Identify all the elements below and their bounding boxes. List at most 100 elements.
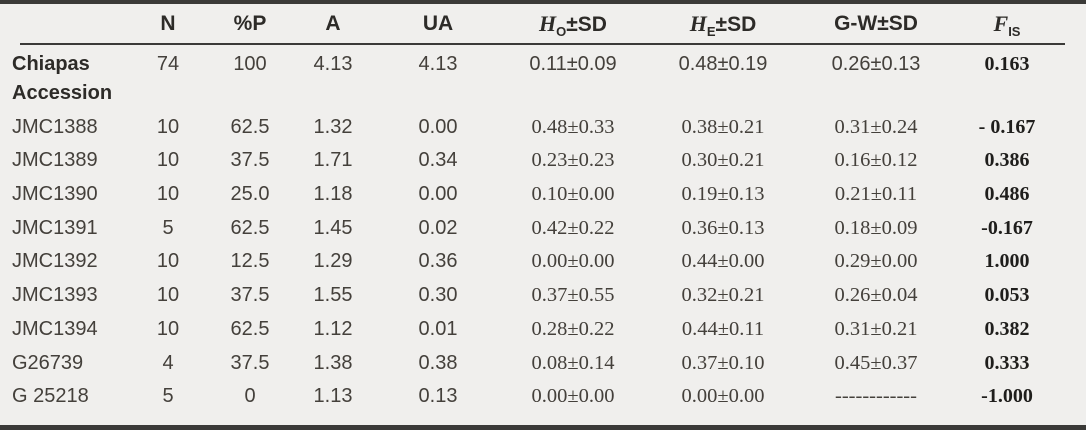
cell-ho: 0.37±0.55 bbox=[531, 284, 615, 307]
cell-fis: -0.167 bbox=[981, 216, 1033, 239]
header-suffix-he: ±SD bbox=[715, 12, 757, 36]
cell-n: 10 bbox=[156, 250, 180, 273]
cell-fis: - 0.167 bbox=[978, 115, 1036, 138]
row-label: Accession bbox=[12, 82, 113, 105]
population-genetics-table: N %P A UA HO±SD HE±SD G-W±SD FIS Chiapas… bbox=[0, 4, 1086, 414]
header-symbol-he: H bbox=[689, 10, 707, 36]
cell-he: 0.00±0.00 bbox=[681, 385, 765, 408]
cell-he bbox=[644, 77, 802, 111]
cell-gw: 0.21±0.11 bbox=[834, 183, 918, 206]
table-row: G26739 4 37.5 1.38 0.38 0.08±0.14 0.37±0… bbox=[0, 346, 1086, 380]
cell-ua: 0.36 bbox=[418, 250, 458, 273]
table-row: JMC1392 10 12.5 1.29 0.36 0.00±0.00 0.44… bbox=[0, 245, 1086, 279]
column-header-fis: FIS bbox=[950, 4, 1086, 43]
cell-ua: 4.13 bbox=[418, 52, 458, 75]
cell-n: 5 bbox=[162, 385, 174, 408]
row-label: G 25218 bbox=[12, 385, 89, 408]
cell-gw: 0.31±0.24 bbox=[834, 115, 918, 138]
header-subscript-fis: IS bbox=[1008, 23, 1021, 39]
cell-gw bbox=[802, 77, 950, 111]
column-header-pp: %P bbox=[233, 11, 267, 35]
cell-pp: 62.5 bbox=[230, 216, 270, 239]
cell-ho: 0.42±0.22 bbox=[531, 216, 615, 239]
cell-fis bbox=[950, 77, 1086, 111]
cell-he: 0.44±0.11 bbox=[681, 317, 765, 340]
cell-n: 10 bbox=[156, 115, 180, 138]
column-header-gw: G-W±SD bbox=[834, 11, 918, 35]
header-subscript-he: E bbox=[706, 23, 716, 39]
header-divider bbox=[20, 43, 1065, 45]
cell-gw: 0.31±0.21 bbox=[834, 317, 918, 340]
table-row: JMC1388 10 62.5 1.32 0.00 0.48±0.33 0.38… bbox=[0, 110, 1086, 144]
cell-ua bbox=[374, 77, 502, 111]
cell-a: 1.13 bbox=[313, 385, 353, 408]
column-header-a: A bbox=[325, 11, 341, 35]
row-label: G26739 bbox=[12, 351, 84, 374]
cell-fis: 0.053 bbox=[984, 284, 1030, 307]
table-row: JMC1394 10 62.5 1.12 0.01 0.28±0.22 0.44… bbox=[0, 313, 1086, 347]
cell-ho: 0.00±0.00 bbox=[531, 385, 615, 408]
header-suffix-ho: ±SD bbox=[566, 12, 607, 36]
cell-ho: 0.28±0.22 bbox=[531, 317, 615, 340]
cell-ua: 0.30 bbox=[418, 284, 458, 307]
cell-ua: 0.00 bbox=[418, 183, 458, 206]
cell-n: 10 bbox=[156, 284, 180, 307]
cell-fis: 0.163 bbox=[984, 52, 1030, 75]
table-row: JMC1390 10 25.0 1.18 0.00 0.10±0.00 0.19… bbox=[0, 178, 1086, 212]
row-label: JMC1390 bbox=[12, 183, 98, 206]
cell-n: 10 bbox=[156, 183, 180, 206]
cell-a: 1.12 bbox=[313, 317, 353, 340]
cell-ho: 0.48±0.33 bbox=[531, 115, 615, 138]
cell-a bbox=[292, 77, 374, 111]
header-row: N %P A UA HO±SD HE±SD G-W±SD FIS bbox=[0, 4, 1086, 43]
cell-ho: 0.10±0.00 bbox=[531, 183, 615, 206]
cell-he: 0.19±0.13 bbox=[681, 183, 765, 206]
column-header-he: HE±SD bbox=[644, 4, 802, 43]
header-symbol-ho: H bbox=[539, 10, 557, 36]
cell-a: 1.71 bbox=[313, 149, 353, 172]
cell-pp: 100 bbox=[233, 52, 267, 75]
row-label: Chiapas bbox=[12, 52, 90, 75]
cell-pp: 12.5 bbox=[230, 250, 270, 273]
cell-fis: 0.386 bbox=[984, 149, 1030, 172]
cell-he: 0.30±0.21 bbox=[681, 149, 765, 172]
cell-pp: 37.5 bbox=[230, 149, 270, 172]
cell-ho: 0.11±0.09 bbox=[529, 52, 617, 75]
cell-gw: 0.29±0.00 bbox=[834, 250, 918, 273]
table-row: Chiapas 74 100 4.13 4.13 0.11±0.09 0.48±… bbox=[0, 43, 1086, 77]
row-label: JMC1391 bbox=[12, 216, 98, 239]
cell-he: 0.32±0.21 bbox=[681, 284, 765, 307]
header-symbol-fis: F bbox=[993, 10, 1009, 36]
cell-a: 1.38 bbox=[313, 351, 353, 374]
column-header-n: N bbox=[160, 11, 176, 35]
cell-a: 1.45 bbox=[313, 216, 353, 239]
cell-n: 10 bbox=[156, 149, 180, 172]
cell-fis: 0.486 bbox=[984, 183, 1030, 206]
header-subscript-ho: O bbox=[556, 23, 567, 39]
table-row: JMC1393 10 37.5 1.55 0.30 0.37±0.55 0.32… bbox=[0, 279, 1086, 313]
cell-fis: -1.000 bbox=[981, 385, 1033, 408]
cell-pp: 37.5 bbox=[230, 284, 270, 307]
cell-gw: 0.16±0.12 bbox=[834, 149, 918, 172]
table-row: JMC1391 5 62.5 1.45 0.02 0.42±0.22 0.36±… bbox=[0, 211, 1086, 245]
cell-he: 0.38±0.21 bbox=[681, 115, 765, 138]
table-row: G 25218 5 0 1.13 0.13 0.00±0.00 0.00±0.0… bbox=[0, 380, 1086, 414]
cell-fis: 1.000 bbox=[984, 250, 1030, 273]
cell-ua: 0.02 bbox=[418, 216, 458, 239]
cell-ua: 0.38 bbox=[418, 351, 458, 374]
cell-n: 4 bbox=[162, 351, 174, 374]
cell-ua: 0.13 bbox=[418, 385, 458, 408]
cell-ho: 0.00±0.00 bbox=[531, 250, 615, 273]
cell-he: 0.44±0.00 bbox=[681, 250, 765, 273]
cell-ho bbox=[502, 77, 644, 111]
cell-a: 4.13 bbox=[313, 52, 353, 75]
cell-pp bbox=[208, 77, 292, 111]
cell-he: 0.48±0.19 bbox=[678, 52, 768, 75]
cell-ho: 0.23±0.23 bbox=[531, 149, 615, 172]
cell-a: 1.55 bbox=[313, 284, 353, 307]
row-label: JMC1392 bbox=[12, 250, 98, 273]
cell-n: 10 bbox=[156, 317, 180, 340]
cell-fis: 0.333 bbox=[984, 351, 1030, 374]
cell-fis: 0.382 bbox=[984, 317, 1030, 340]
